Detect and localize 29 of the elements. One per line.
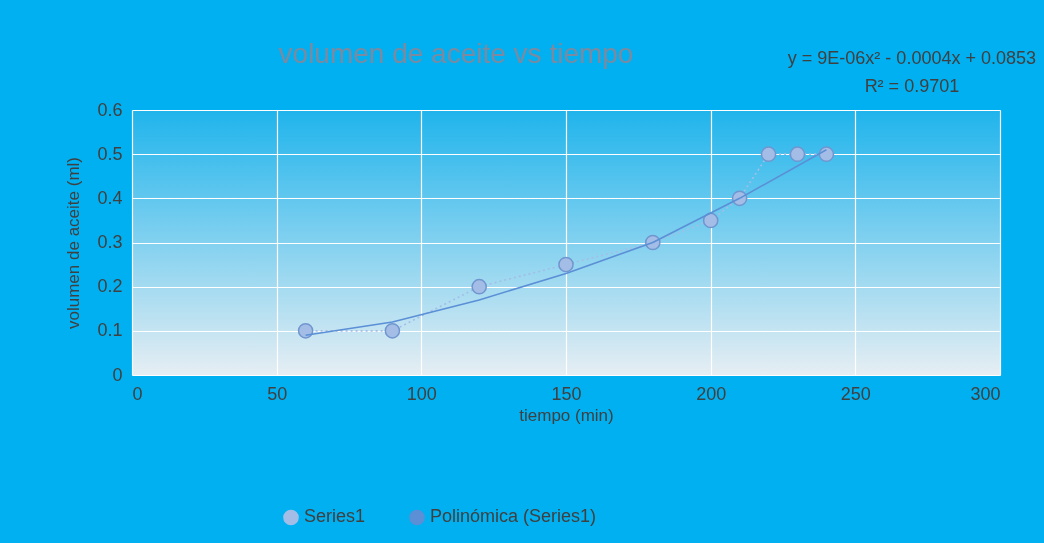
x-axis-title: tiempo (min) [519, 405, 614, 425]
point [789, 146, 806, 162]
text: R² = 0.9701 [863, 75, 961, 98]
point [297, 323, 314, 339]
x-tick-label: 150 [551, 383, 582, 404]
point [702, 212, 719, 229]
point [471, 278, 488, 295]
point [818, 146, 835, 162]
y-axis-title: volumen de aceite (ml) [64, 157, 84, 329]
y-tick-label: 0.1 [97, 320, 123, 341]
x-tick-label: 200 [696, 383, 727, 404]
x-tick-label: 50 [267, 383, 288, 404]
point [384, 323, 401, 339]
y-tick-label: 0.4 [97, 187, 123, 208]
y-tick-label: 0 [112, 364, 123, 385]
x-tick-label: 250 [840, 383, 871, 404]
legend-label: Series1 [304, 506, 366, 527]
text: y = 9E-06x² - 0.0004x + 0.0853 [787, 47, 1036, 70]
chart-title: volumen de aceite vs tiempo [278, 38, 634, 69]
y-tick-label: 0.5 [97, 143, 123, 164]
legend-label: Polinómica (Series1) [430, 506, 597, 527]
point [760, 146, 777, 162]
y-tick-label: 0.3 [97, 232, 123, 252]
point [558, 256, 574, 273]
y-tick-label: 0.2 [97, 276, 123, 297]
x-tick-label: 100 [406, 383, 437, 404]
x-tick-label: 300 [970, 383, 1001, 404]
x-tick-label: 0 [132, 383, 143, 404]
y-tick-label: 0.6 [97, 99, 123, 120]
